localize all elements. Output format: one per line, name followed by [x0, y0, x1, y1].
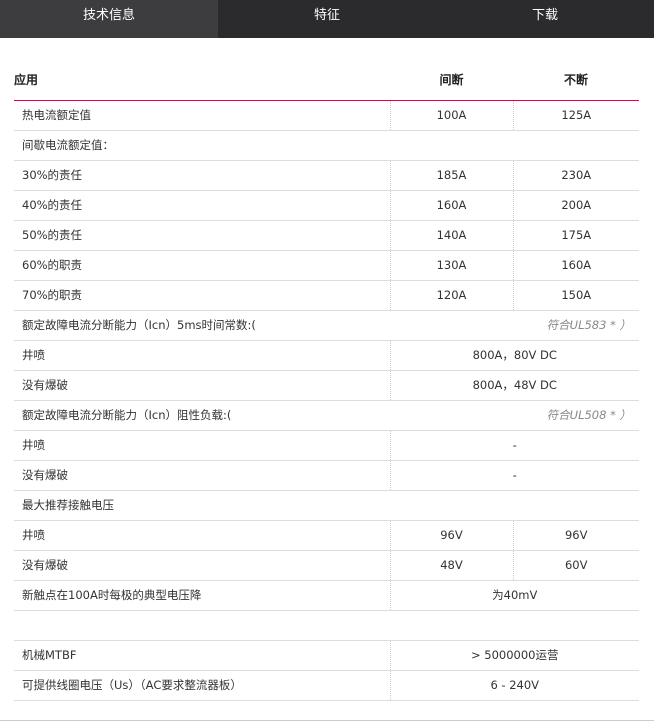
table-row: 没有爆破 -: [14, 460, 639, 491]
table-row: 井喷 800A，80V DC: [14, 340, 639, 371]
header-application: 应用: [14, 60, 390, 101]
continuous-value: 125A: [512, 100, 639, 131]
tab-technical-info[interactable]: 技术信息: [0, 0, 218, 38]
spec-table: 应用 间断 不断 热电流额定值 100A 125A 间歇电流额定值： 30%的责任 185…: [14, 60, 639, 701]
section-row: 额定故障电流分断能力（Icn）阻性负载:( 符合UL508 * ）: [14, 400, 639, 431]
row-value: -: [389, 430, 639, 461]
tab-bar: 技术信息 特征 下载: [0, 0, 654, 38]
table-row: 50%的责任 140A 175A: [14, 220, 639, 251]
row-label: 30%的责任: [14, 160, 390, 191]
header-continuous: 不断: [513, 60, 639, 101]
row-value: 800A，80V DC: [389, 340, 639, 371]
row-value: 6 - 240V: [389, 670, 639, 701]
intermittent-value: 96V: [389, 520, 513, 551]
row-label: 新触点在100A时每极的典型电压降: [14, 580, 390, 611]
intermittent-value: 100A: [389, 100, 513, 131]
row-label: 40%的责任: [14, 190, 390, 221]
tab-downloads[interactable]: 下载: [531, 8, 558, 23]
row-label: 60%的职责: [14, 250, 390, 281]
continuous-value: 60V: [512, 550, 639, 581]
continuous-value: 175A: [512, 220, 639, 251]
section-title: 额定故障电流分断能力（Icn）阻性负载:(: [22, 408, 232, 422]
section-label: 间歇电流额定值：: [14, 130, 639, 161]
compliance-note: 符合UL583 * ）: [546, 318, 631, 332]
intermittent-value: 130A: [389, 250, 513, 281]
row-label: 机械MTBF: [14, 640, 390, 671]
table-row: 机械MTBF > 5000000运营: [14, 640, 639, 671]
section-title: 额定故障电流分断能力（Icn）5ms时间常数:(: [22, 318, 256, 332]
row-label: 井喷: [14, 430, 390, 461]
table-row: 40%的责任 160A 200A: [14, 190, 639, 221]
row-value: 800A，48V DC: [389, 370, 639, 401]
intermittent-value: 185A: [389, 160, 513, 191]
row-label: 热电流额定值: [14, 100, 390, 131]
row-value: 为40mV: [389, 580, 639, 611]
table-row: 60%的职责 130A 160A: [14, 250, 639, 281]
section-title: 最大推荐接触电压: [22, 498, 114, 512]
continuous-value: 200A: [512, 190, 639, 221]
intermittent-value: 160A: [389, 190, 513, 221]
row-value: -: [389, 460, 639, 491]
section-row: 额定故障电流分断能力（Icn）5ms时间常数:( 符合UL583 * ）: [14, 310, 639, 341]
row-label: 没有爆破: [14, 460, 390, 491]
header-intermittent: 间断: [390, 60, 513, 101]
row-label: 没有爆破: [14, 550, 390, 581]
section-label: 最大推荐接触电压: [14, 490, 639, 521]
table-row: 没有爆破 800A，48V DC: [14, 370, 639, 401]
intermittent-value: 140A: [389, 220, 513, 251]
row-label: 可提供线圈电压（Us）（AC要求整流器板）: [14, 670, 390, 701]
row-label: 井喷: [14, 340, 390, 371]
table-row: 热电流额定值 100A 125A: [14, 100, 639, 131]
row-value: > 5000000运营: [389, 640, 639, 671]
bottom-divider: [0, 720, 654, 721]
section-row: [14, 610, 639, 641]
continuous-value: 150A: [512, 280, 639, 311]
tab-features[interactable]: 特征: [313, 8, 340, 23]
row-label: 井喷: [14, 520, 390, 551]
section-row: 最大推荐接触电压: [14, 490, 639, 521]
table-row: 井喷 96V 96V: [14, 520, 639, 551]
continuous-value: 230A: [512, 160, 639, 191]
row-label: 50%的责任: [14, 220, 390, 251]
section-label: [14, 610, 639, 641]
table-row: 没有爆破 48V 60V: [14, 550, 639, 581]
table-header: 应用 间断 不断: [14, 60, 639, 101]
continuous-value: 160A: [512, 250, 639, 281]
section-label: 额定故障电流分断能力（Icn）阻性负载:( 符合UL508 * ）: [14, 400, 639, 431]
compliance-note: 符合UL508 * ）: [546, 408, 631, 422]
intermittent-value: 48V: [389, 550, 513, 581]
table-row: 井喷 -: [14, 430, 639, 461]
section-label: 额定故障电流分断能力（Icn）5ms时间常数:( 符合UL583 * ）: [14, 310, 639, 341]
section-row: 间歇电流额定值：: [14, 130, 639, 161]
section-title: 间歇电流额定值：: [22, 138, 114, 152]
intermittent-value: 120A: [389, 280, 513, 311]
row-label: 没有爆破: [14, 370, 390, 401]
continuous-value: 96V: [512, 520, 639, 551]
table-row: 新触点在100A时每极的典型电压降 为40mV: [14, 580, 639, 611]
table-row: 可提供线圈电压（Us）（AC要求整流器板） 6 - 240V: [14, 670, 639, 701]
table-row: 30%的责任 185A 230A: [14, 160, 639, 191]
table-row: 70%的职责 120A 150A: [14, 280, 639, 311]
row-label: 70%的职责: [14, 280, 390, 311]
